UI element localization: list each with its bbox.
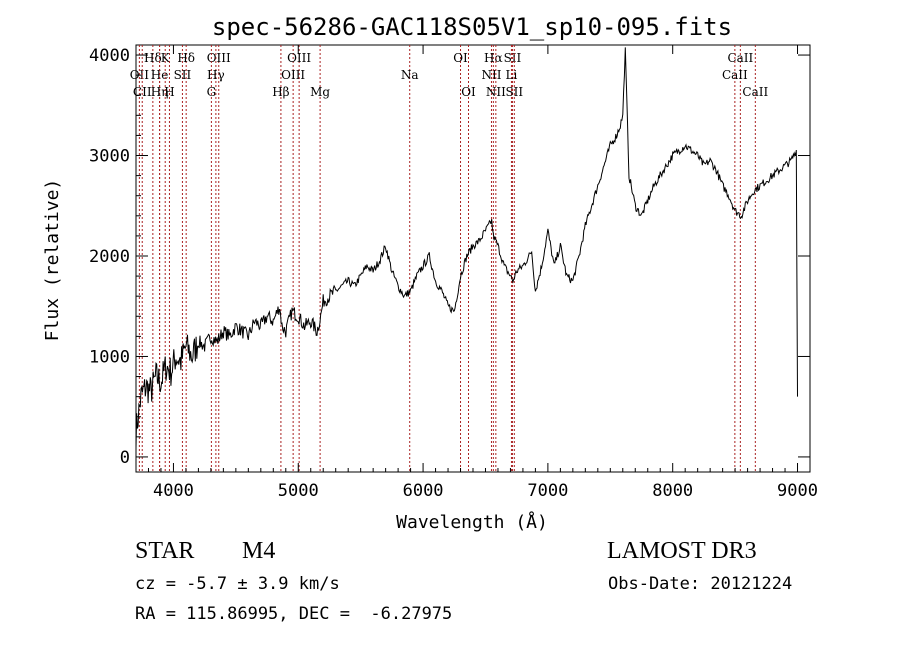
axis-ticks: 4000 5000 6000 7000 8000 9000 0 1000 2000 3000 400…: [89, 45, 818, 501]
line-marker-label: SII: [174, 68, 192, 82]
line-marker-label: Hγ: [207, 68, 225, 82]
line-marker-label: CaII: [722, 68, 748, 82]
spectral-subclass: M4: [242, 538, 276, 564]
x-tick-label: 5000: [278, 481, 319, 501]
line-marker-label: Hβ: [272, 85, 289, 99]
line-marker-label: NII: [481, 68, 501, 82]
line-marker-label: Mg: [310, 85, 330, 99]
line-marker-label: NII: [486, 85, 506, 99]
y-axis-label: Flux (relative): [42, 179, 63, 342]
plot-frame: [135, 44, 811, 473]
coordinates: RA = 115.86995, DEC = -6.27975: [135, 604, 453, 624]
line-marker-label: OI: [461, 85, 476, 99]
survey-name: LAMOST DR3: [607, 538, 757, 564]
obs-date: Obs-Date: 20121224: [608, 574, 793, 594]
y-tick-label: 4000: [89, 46, 130, 66]
line-marker-label: Li: [506, 68, 518, 82]
object-class: STAR: [135, 538, 195, 564]
y-tick-label: 2000: [89, 247, 130, 267]
line-marker-label: H: [164, 85, 174, 99]
line-marker-label: Hα: [484, 51, 503, 65]
redshift-readout: cz = -5.7 ± 3.9 km/s: [135, 574, 340, 594]
chart-title: spec-56286-GAC118S05V1_sp10-095.fits: [212, 13, 732, 41]
line-marker-label: OIII: [287, 51, 311, 65]
line-marker-label: Na: [401, 68, 419, 82]
line-marker-label: Hδ: [144, 51, 162, 65]
line-marker-label: OIII: [207, 51, 231, 65]
y-tick-label: 1000: [89, 347, 130, 367]
line-marker-label: OIII: [281, 68, 305, 82]
x-tick-label: 9000: [777, 481, 818, 501]
line-marker-label: SII: [504, 51, 522, 65]
x-axis-label: Wavelength (Å): [396, 511, 548, 533]
y-tick-label: 3000: [89, 147, 130, 167]
line-marker-label: CII: [133, 85, 152, 99]
line-marker-label: CaII: [727, 51, 753, 65]
line-marker-label: G: [207, 85, 217, 99]
line-marker-label: Hη: [151, 85, 169, 99]
line-marker-label: SII: [505, 85, 523, 99]
line-marker-label: OI: [453, 51, 468, 65]
line-marker-label: K: [161, 51, 171, 65]
x-tick-label: 6000: [403, 481, 444, 501]
line-marker-label: CaII: [742, 85, 768, 99]
line-marker-label: Hδ: [177, 51, 195, 65]
spectrum-series-line: [135, 47, 798, 448]
y-tick-label: 0: [120, 448, 130, 468]
x-tick-label: 8000: [652, 481, 693, 501]
x-tick-label: 7000: [527, 481, 568, 501]
x-tick-label: 4000: [153, 481, 194, 501]
